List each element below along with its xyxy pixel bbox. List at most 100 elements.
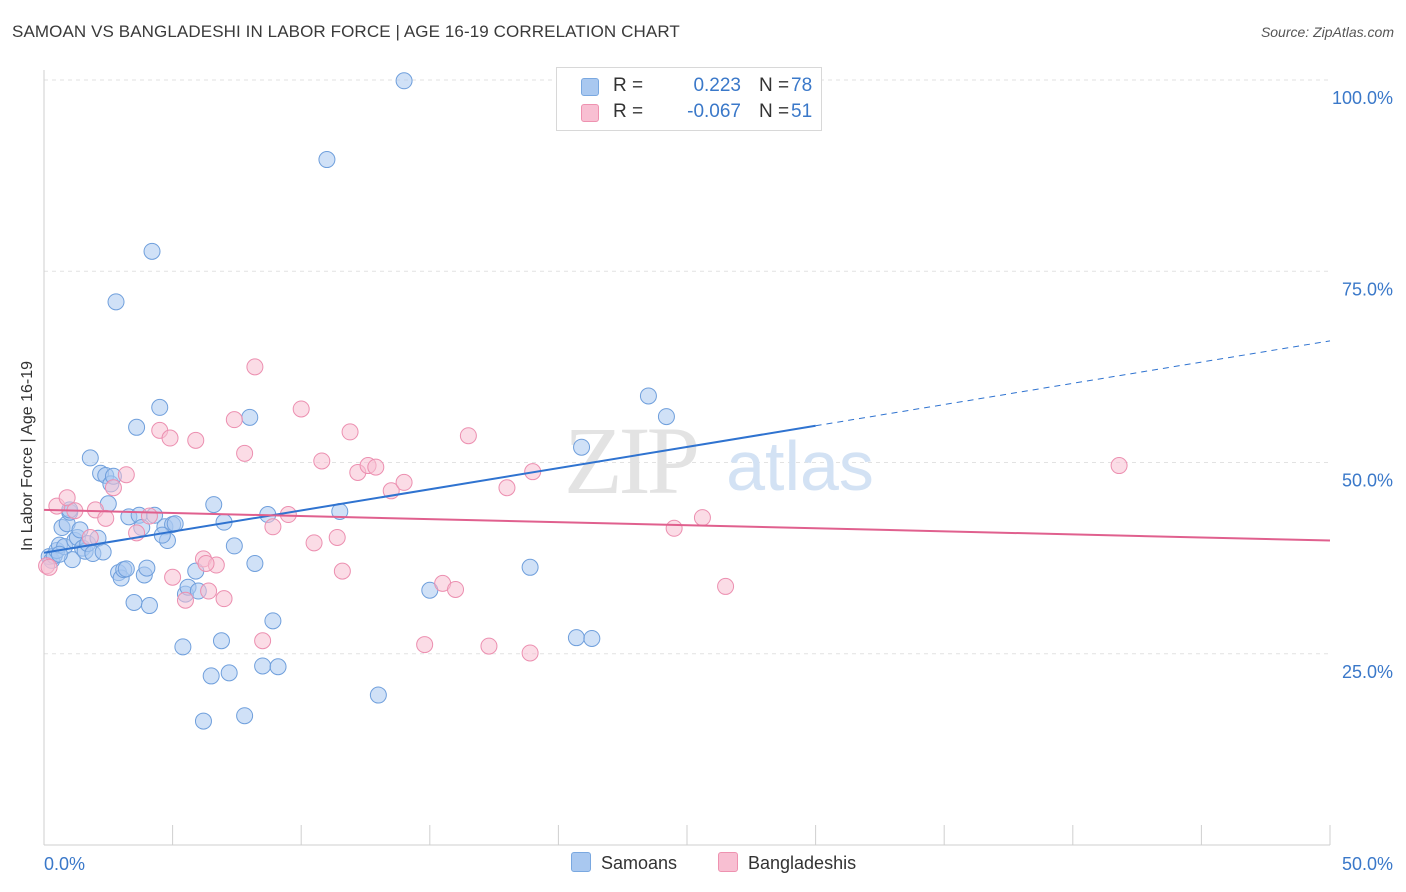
legend-item-bangladeshis[interactable]: Bangladeshis xyxy=(718,852,856,874)
data-point xyxy=(174,638,192,656)
r-label: R = xyxy=(613,75,644,96)
data-point xyxy=(395,72,413,90)
data-point xyxy=(573,438,591,456)
data-point xyxy=(202,667,220,685)
data-point xyxy=(665,519,683,537)
data-point xyxy=(498,479,516,497)
data-point xyxy=(367,458,385,476)
data-point xyxy=(416,636,434,654)
r-value: -0.067 xyxy=(687,101,741,122)
data-point xyxy=(107,293,125,311)
data-point xyxy=(341,423,359,441)
data-point xyxy=(1110,457,1128,475)
data-point xyxy=(292,400,310,418)
data-point xyxy=(164,568,182,586)
data-point xyxy=(521,558,539,576)
samoans-swatch xyxy=(581,78,599,96)
data-point xyxy=(200,582,218,600)
bangladeshis-legend-swatch xyxy=(718,852,738,872)
data-point xyxy=(212,632,230,650)
data-point xyxy=(459,427,477,445)
data-point xyxy=(151,398,169,416)
axes xyxy=(43,70,1331,846)
data-point xyxy=(236,444,254,462)
data-point xyxy=(369,686,387,704)
trend-lines xyxy=(43,340,1331,554)
data-point xyxy=(241,408,259,426)
data-point xyxy=(81,528,99,546)
n-label: N = xyxy=(759,75,790,96)
series-samoans-points xyxy=(40,72,675,730)
y-axis-title: In Labor Force | Age 16-19 xyxy=(19,360,36,552)
data-point xyxy=(220,664,238,682)
trend-line-bangladeshis xyxy=(43,508,1331,542)
r-label: R = xyxy=(613,101,644,122)
data-point xyxy=(264,612,282,630)
data-point xyxy=(140,597,158,615)
y-tick-label: 100.0% xyxy=(1332,88,1393,108)
data-point xyxy=(197,554,215,572)
data-point xyxy=(693,509,711,527)
data-point xyxy=(657,408,675,426)
data-point xyxy=(194,712,212,730)
data-point xyxy=(305,534,323,552)
data-point xyxy=(138,559,156,577)
data-point xyxy=(161,429,179,447)
legend-label-samoans: Samoans xyxy=(601,853,678,873)
source-label: Source: ZipAtlas.com xyxy=(1260,24,1394,40)
data-point xyxy=(117,560,135,578)
n-value: 51 xyxy=(791,101,813,122)
bangladeshis-swatch xyxy=(581,104,599,122)
data-point xyxy=(104,479,122,497)
tick-labels: 25.0% 50.0% 75.0% 100.0% 0.0% 50.0% xyxy=(44,88,1393,874)
r-value: 0.223 xyxy=(693,75,741,96)
data-point xyxy=(187,431,205,449)
data-point xyxy=(717,577,735,595)
legend-item-samoans[interactable]: Samoans xyxy=(571,852,677,874)
watermark-atlas: atlas xyxy=(726,427,874,505)
data-point xyxy=(236,707,254,725)
data-point xyxy=(254,632,272,650)
data-point xyxy=(639,387,657,405)
trend-line-samoans xyxy=(43,424,816,554)
watermark: ZIP atlas xyxy=(564,407,874,514)
data-point xyxy=(128,418,146,436)
data-point xyxy=(279,506,297,524)
samoans-legend-swatch xyxy=(571,852,591,872)
data-point xyxy=(269,658,287,676)
n-label: N = xyxy=(759,101,790,122)
data-point xyxy=(225,537,243,555)
legend-label-bangladeshis: Bangladeshis xyxy=(748,853,857,873)
chart-title: SAMOAN VS BANGLADESHI IN LABOR FORCE | A… xyxy=(12,22,680,41)
data-point xyxy=(246,554,264,572)
data-point xyxy=(254,657,272,675)
data-point xyxy=(94,543,112,561)
data-point xyxy=(567,629,585,647)
data-point xyxy=(81,449,99,467)
data-point xyxy=(395,473,413,491)
data-point xyxy=(143,242,161,260)
data-point xyxy=(117,466,135,484)
x-tick-label: 0.0% xyxy=(44,854,85,874)
trend-line-extension xyxy=(815,340,1331,427)
y-tick-label: 50.0% xyxy=(1342,471,1393,491)
data-point xyxy=(318,151,336,169)
data-point xyxy=(176,591,194,609)
data-point xyxy=(140,507,158,525)
data-point xyxy=(58,489,76,507)
stats-legend: R = 0.223 N = 78 R = -0.067 N = 51 xyxy=(556,67,822,131)
data-point xyxy=(447,580,465,598)
series-bangladeshis-points xyxy=(38,358,1128,662)
data-point xyxy=(205,496,223,514)
data-point xyxy=(246,358,264,376)
data-point xyxy=(40,558,58,576)
n-value: 78 xyxy=(791,75,813,96)
data-point xyxy=(333,562,351,580)
grid-lines xyxy=(44,79,1330,655)
data-point xyxy=(215,590,233,608)
x-tick-label: 50.0% xyxy=(1342,854,1393,874)
data-point xyxy=(264,518,282,536)
data-point xyxy=(583,629,601,647)
data-point xyxy=(521,644,539,662)
